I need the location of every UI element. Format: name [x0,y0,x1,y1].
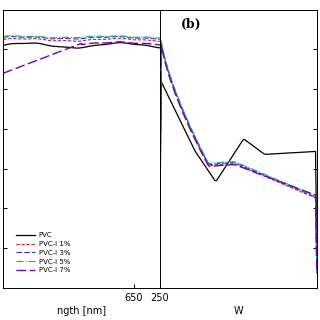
Legend: PVC, PVC-I 1%, PVC-I 3%, PVC-I 5%, PVC-I 7%: PVC, PVC-I 1%, PVC-I 3%, PVC-I 5%, PVC-I… [13,229,73,276]
X-axis label: ngth [nm]: ngth [nm] [57,306,106,316]
X-axis label: W: W [234,306,243,316]
Text: (b): (b) [180,18,201,31]
